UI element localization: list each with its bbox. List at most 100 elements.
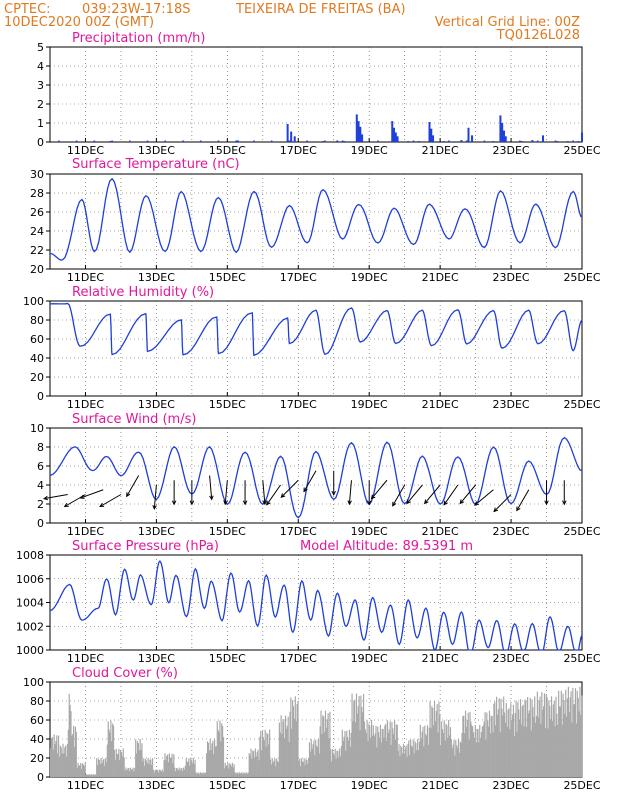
- cloud-bar: [227, 762, 229, 777]
- cloud-bar: [258, 760, 260, 777]
- precip-bar: [581, 132, 583, 142]
- wind-vector: [371, 479, 388, 499]
- cloud-bar: [548, 700, 550, 777]
- cloud-bar: [154, 769, 156, 777]
- cloud-bar: [226, 765, 228, 777]
- cloud-bar: [312, 744, 314, 777]
- cloud-bar: [421, 731, 423, 777]
- cloud-bar: [470, 721, 472, 777]
- cloud-bar: [345, 750, 347, 777]
- x-tick-label: 19DEC: [351, 779, 388, 792]
- cloud-bar: [374, 733, 376, 777]
- cloud-bar: [488, 726, 490, 777]
- cloud-bar: [334, 748, 336, 777]
- x-tick-label: 19DEC: [351, 652, 388, 665]
- cloud-bar: [579, 686, 581, 777]
- panel-title-precipitation: Precipitation (mm/h): [72, 31, 205, 46]
- x-tick-label: 21DEC: [422, 652, 459, 665]
- cloud-bar: [246, 773, 249, 777]
- cloud-bar: [397, 750, 399, 777]
- cloud-bar: [126, 770, 128, 777]
- cloud-bar: [392, 728, 394, 777]
- wind-vector-head: [544, 500, 549, 506]
- cloud-bar: [365, 732, 367, 777]
- cloud-bar: [433, 725, 435, 777]
- cloud-bar: [461, 732, 463, 777]
- cloud-bar: [232, 767, 234, 777]
- cloud-bar: [176, 768, 178, 777]
- cloud-bar: [323, 732, 326, 777]
- cloud-bar: [455, 739, 457, 777]
- cloud-bar: [328, 738, 330, 777]
- x-tick-label: 15DEC: [209, 144, 246, 157]
- cloud-bar: [203, 774, 205, 777]
- cloud-bar: [469, 712, 471, 777]
- precip-bar: [359, 140, 362, 142]
- cloud-bar: [128, 771, 131, 777]
- y-tick-label: 2: [37, 98, 44, 111]
- cloud-bar: [311, 748, 313, 777]
- cloud-bar: [72, 733, 74, 777]
- cloud-bar: [323, 716, 325, 777]
- cloud-bar: [480, 737, 482, 777]
- cloud-bar: [503, 712, 506, 777]
- y-tick-label: 60: [30, 714, 44, 727]
- cloud-bar: [198, 772, 200, 777]
- wind-vector: [224, 480, 228, 505]
- cloud-bar: [213, 754, 215, 777]
- cloud-bar: [163, 760, 165, 777]
- cloud-bar: [222, 737, 225, 777]
- cloud-bar: [63, 753, 65, 777]
- cloud-bar: [378, 737, 381, 777]
- cloud-bar: [512, 704, 515, 777]
- cloud-bar: [445, 723, 447, 777]
- wind-vector-head: [562, 500, 567, 506]
- cloud-bar: [215, 746, 217, 777]
- cloud-bar: [523, 726, 525, 777]
- cloud-bar: [531, 699, 533, 777]
- x-tick-label: 17DEC: [280, 398, 317, 411]
- cloud-bar: [289, 711, 291, 777]
- cloud-bar: [267, 733, 269, 777]
- cloud-bar: [317, 739, 319, 777]
- cloud-bar: [309, 751, 311, 777]
- cloud-bar: [561, 724, 563, 777]
- cloud-bar: [92, 774, 94, 777]
- x-tick-label: 15DEC: [209, 398, 246, 411]
- cloud-bar: [558, 706, 561, 777]
- cloud-bar: [577, 697, 579, 777]
- cloud-bar: [314, 755, 316, 777]
- cloud-bar: [333, 755, 335, 777]
- cloud-bar: [69, 705, 71, 777]
- x-tick-label: 21DEC: [422, 271, 459, 284]
- cloud-bar: [564, 713, 566, 777]
- cloud-bar: [271, 758, 273, 777]
- x-tick-label: 25DEC: [563, 144, 600, 157]
- y-tick-label: 0: [37, 771, 44, 784]
- wind-vector: [80, 489, 104, 499]
- precip-bar: [359, 126, 362, 142]
- cloud-bar: [140, 749, 142, 777]
- cloud-bar: [184, 765, 186, 777]
- cloud-bar: [394, 720, 396, 777]
- precip-bar: [430, 128, 433, 142]
- y-tick-label: 0: [37, 136, 44, 149]
- cloud-bar: [80, 763, 82, 777]
- x-tick-label: 13DEC: [138, 398, 175, 411]
- cloud-bar: [406, 756, 408, 777]
- precip-bar: [164, 140, 167, 142]
- cloud-bar: [200, 773, 202, 777]
- cloud-bar: [499, 732, 501, 777]
- cloud-bar: [320, 710, 322, 777]
- cloud-bar: [79, 765, 81, 777]
- x-tick-label: 25DEC: [563, 271, 600, 284]
- x-tick-label: 13DEC: [138, 779, 175, 792]
- cloud-bar: [489, 733, 491, 777]
- cloud-bar: [378, 732, 380, 777]
- cloud-bar: [565, 689, 567, 777]
- y-tick-label: 1006: [16, 573, 44, 586]
- cloud-bar: [399, 756, 401, 777]
- cloud-bar: [241, 772, 243, 777]
- cloud-bar: [152, 769, 155, 777]
